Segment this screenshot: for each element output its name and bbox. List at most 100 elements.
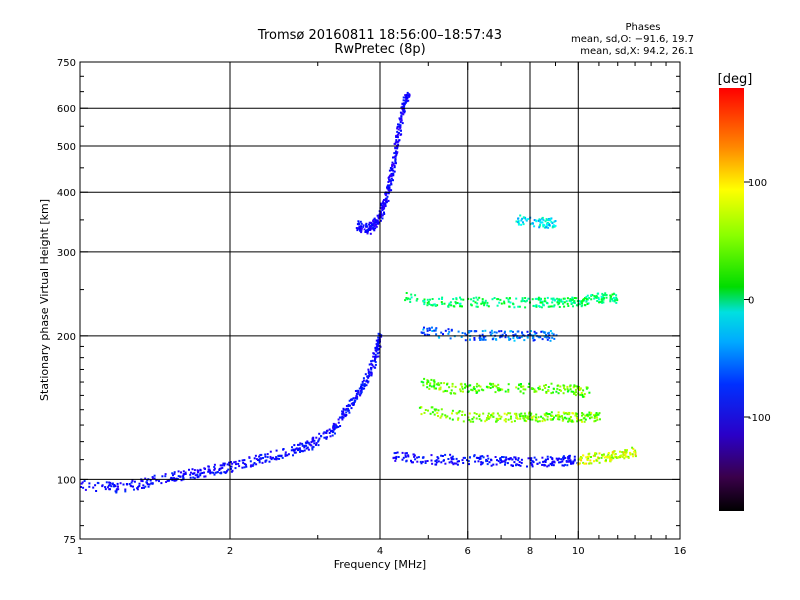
data-point [626, 449, 628, 451]
data-point [378, 221, 380, 224]
data-point [594, 419, 597, 422]
data-point [258, 461, 261, 464]
data-point [440, 382, 443, 385]
data-point [308, 443, 311, 446]
data-point [237, 462, 240, 465]
data-point [426, 382, 428, 385]
data-point [254, 454, 257, 457]
data-point [394, 456, 397, 459]
data-point [473, 388, 476, 390]
data-point [419, 460, 422, 463]
data-point [552, 387, 555, 390]
data-point [496, 387, 499, 389]
data-point [504, 418, 507, 421]
data-point [601, 292, 604, 295]
data-point [372, 228, 375, 231]
data-point [151, 482, 154, 485]
data-point [449, 392, 452, 394]
data-point [585, 462, 588, 465]
data-point [313, 439, 316, 442]
data-point [311, 438, 314, 441]
data-point [394, 155, 397, 158]
data-point [573, 300, 576, 303]
data-point [511, 458, 514, 461]
data-point [499, 389, 502, 392]
data-point [569, 460, 572, 463]
data-point [583, 299, 586, 302]
data-point [565, 412, 568, 414]
data-point [457, 411, 460, 414]
data-point [611, 451, 614, 454]
data-point [440, 408, 443, 411]
data-point [461, 414, 464, 416]
data-point [622, 454, 625, 457]
data-point [504, 461, 507, 464]
data-point [579, 462, 581, 465]
x-axis: 1 2 4 6 8 10 16 [77, 62, 686, 557]
data-point [509, 330, 512, 333]
data-point [558, 389, 561, 391]
x-axis-label: Frequency [MHz] [334, 558, 426, 571]
data-point [427, 409, 429, 412]
data-point [543, 384, 546, 387]
data-point [223, 462, 226, 465]
data-point [374, 361, 377, 363]
data-point [508, 337, 511, 340]
data-point [597, 296, 600, 299]
data-point [235, 463, 237, 466]
data-point [571, 419, 574, 422]
data-point [510, 415, 512, 418]
data-point [541, 338, 544, 341]
data-point [479, 338, 482, 341]
data-point [499, 417, 502, 420]
data-point [615, 301, 618, 304]
data-point [437, 457, 440, 460]
data-point [405, 297, 408, 299]
data-point [320, 435, 323, 438]
data-point [332, 424, 335, 427]
data-point [204, 475, 207, 478]
data-point [291, 446, 293, 449]
data-point [572, 390, 575, 393]
data-point [614, 297, 617, 300]
data-point [436, 456, 439, 459]
data-point [405, 292, 408, 294]
data-point [372, 365, 375, 368]
data-point [377, 341, 380, 344]
data-point [423, 326, 425, 329]
data-point [501, 388, 504, 391]
data-point [544, 419, 546, 422]
data-point [613, 450, 616, 453]
data-point [562, 302, 565, 305]
data-point [550, 297, 553, 300]
data-point [629, 451, 631, 454]
data-point [380, 202, 383, 205]
data-point [464, 386, 466, 389]
data-point [481, 300, 484, 303]
data-point [546, 301, 548, 304]
data-point [566, 385, 569, 388]
data-point [529, 223, 532, 226]
data-point [388, 169, 391, 172]
data-point [475, 417, 478, 420]
data-point [353, 400, 356, 402]
data-point [234, 460, 237, 463]
data-point [393, 166, 396, 169]
data-point [84, 488, 87, 491]
data-point [581, 412, 584, 414]
data-point [251, 464, 254, 467]
data-point [397, 123, 399, 126]
data-point [524, 300, 527, 303]
data-point [342, 407, 345, 410]
data-point [520, 385, 522, 388]
data-point [437, 382, 440, 385]
y-tick-label: 75 [63, 535, 76, 546]
data-point [375, 343, 378, 346]
data-point [563, 387, 565, 390]
data-point [524, 414, 527, 417]
data-point [161, 475, 164, 478]
data-point [382, 200, 385, 203]
data-point [119, 482, 122, 485]
data-point [180, 471, 182, 474]
data-point [173, 477, 175, 480]
